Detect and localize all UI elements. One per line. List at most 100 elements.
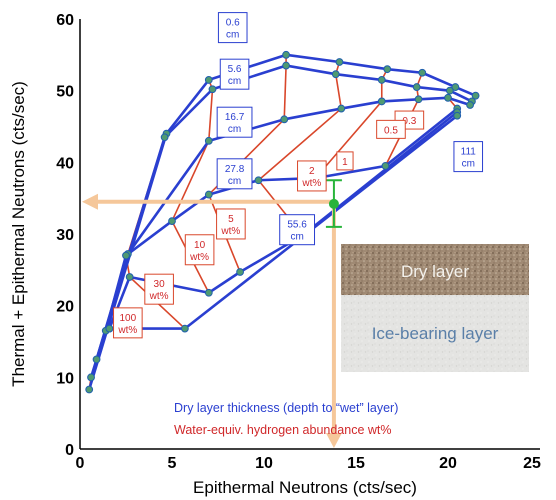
abundance-line-2-wt: [257, 61, 343, 236]
thickness-label-2-box: [216, 106, 253, 138]
thickness-label-3-text: 27.8: [225, 164, 245, 175]
point-16-7-cm-4: [337, 104, 346, 113]
y-tick-label-50: 50: [56, 84, 74, 101]
point-5-6-cm-5: [377, 76, 386, 84]
dry-layer-block: [341, 244, 529, 295]
thickness-label-0: 0.6cm: [217, 12, 248, 44]
thickness-label-5-text: 111: [461, 147, 477, 158]
abundance-label-5-text: wt%: [189, 252, 209, 263]
abundance-label-0: 2wt%: [297, 160, 327, 192]
point-27-8-cm-4: [254, 176, 263, 185]
y-axis-title: Thermal + Epithermal Neutrons (cts/sec): [9, 81, 28, 387]
point-0-6-cm-3: [282, 50, 290, 59]
thickness-label-0-box: [217, 12, 248, 44]
abundance-label-1: 1: [336, 151, 354, 171]
abundance-label-0-text: wt%: [301, 178, 321, 189]
thickness-label-2-text: 16.7: [225, 112, 245, 123]
point-27-8-cm-3: [204, 190, 213, 199]
point-16-7-cm-0: [92, 355, 101, 364]
thickness-label-2-text: cm: [228, 124, 241, 135]
point-111-cm-1: [180, 324, 189, 333]
point-0-6-cm-5: [383, 65, 392, 74]
legend-thickness-text: Dry layer thickness (depth to “wet” laye…: [174, 401, 398, 415]
point-27-8-cm-6: [381, 162, 390, 170]
thickness-label-4-text: 55.6: [287, 220, 307, 231]
point-5-6-cm-2: [208, 85, 217, 94]
abundance-label-3-box: [376, 119, 406, 139]
thickness-label-4-text: cm: [290, 232, 303, 243]
arrow-to-y-axis-head: [82, 193, 98, 210]
thickness-label-2: 16.7cm: [216, 106, 253, 138]
point-5-6-cm-7: [445, 86, 454, 95]
thickness-label-1: 5.6cm: [219, 58, 250, 90]
y-tick-label-60: 60: [56, 12, 74, 29]
point-5-6-cm-4: [331, 70, 340, 79]
abundance-label-7-box: [113, 307, 143, 339]
y-tick-label-30: 30: [56, 227, 74, 244]
x-tick-label-15: 15: [347, 455, 365, 472]
abundance-label-7-text: 100: [119, 313, 136, 324]
y-tick-label-20: 20: [56, 299, 74, 316]
legend-abundance-text: Water-equiv. hydrogen abundance wt%: [174, 423, 392, 437]
measurement-overlay: [82, 179, 342, 448]
point-27-8-cm-2: [168, 217, 176, 226]
y-tick-label-0: 0: [65, 442, 74, 459]
abundance-label-4-text: 5: [228, 214, 234, 225]
abundance-label-6-text: 30: [154, 279, 166, 290]
abundance-label-0-text: 2: [309, 166, 315, 177]
abundance-line-1-wt: [314, 68, 388, 179]
point-5-6-cm-6: [412, 83, 421, 91]
abundance-label-5-box: [184, 234, 215, 266]
thickness-label-3: 27.8cm: [216, 158, 253, 190]
dry-layer-label: Dry layer: [401, 262, 469, 281]
abundance-label-1-text: 1: [342, 157, 348, 168]
curve-labels: 0.6cm5.6cm16.7cm27.8cm55.6cm111cm2wt%10.…: [113, 12, 484, 339]
thickness-label-3-box: [216, 158, 253, 190]
x-tick-label-25: 25: [523, 455, 541, 472]
thickness-label-5-box: [453, 141, 484, 173]
abundance-label-2-text: 0.3: [402, 116, 416, 127]
x-axis-title: Epithermal Neutrons (cts/sec): [193, 478, 417, 497]
thickness-label-0-text: cm: [226, 30, 239, 41]
point-27-8-cm-1: [122, 251, 130, 260]
x-tick-label-0: 0: [76, 455, 85, 472]
thickness-label-1-text: 5.6: [228, 64, 242, 75]
point-16-7-cm-3: [280, 115, 289, 124]
arrow-to-x-axis-head: [325, 433, 342, 448]
abundance-label-0-box: [297, 160, 327, 192]
measurement-point: [328, 198, 339, 209]
point-111-cm-2: [453, 111, 462, 120]
abundance-label-3-text: 0.5: [384, 125, 398, 136]
point-0-6-cm-2: [204, 76, 213, 84]
point-5-6-cm-3: [282, 61, 290, 70]
abundance-label-4-box: [216, 208, 246, 240]
thickness-label-4: 55.6cm: [279, 214, 316, 246]
thickness-label-1-text: cm: [228, 76, 241, 87]
point-16-7-cm-7: [444, 93, 452, 102]
point-5-6-cm-0: [87, 373, 95, 382]
point-55-6-cm-2: [204, 288, 213, 297]
x-tick-label-5: 5: [168, 455, 177, 472]
point-5-6-cm-1: [160, 133, 169, 142]
y-tick-label-40: 40: [56, 155, 74, 172]
abundance-label-6-text: wt%: [149, 291, 169, 302]
abundance-label-5-text: 10: [194, 240, 206, 251]
thickness-label-5-text: cm: [462, 159, 475, 170]
abundance-label-7-text: wt%: [117, 325, 137, 336]
point-16-7-cm-8: [466, 101, 474, 109]
ice-layer-block: [341, 295, 529, 372]
layer-inset: Dry layer Ice-bearing layer: [341, 244, 529, 372]
abundance-label-6-box: [144, 273, 174, 305]
point-0-6-cm-6: [418, 68, 427, 77]
thickness-label-0-text: 0.6: [226, 18, 240, 29]
point-16-7-cm-2: [204, 136, 213, 145]
point-0-6-cm-7: [451, 83, 460, 91]
thickness-label-1-box: [219, 58, 250, 90]
abundance-label-3: 0.5: [376, 119, 406, 139]
point-55-6-cm-1: [125, 273, 134, 281]
point-0-6-cm-4: [335, 58, 344, 66]
